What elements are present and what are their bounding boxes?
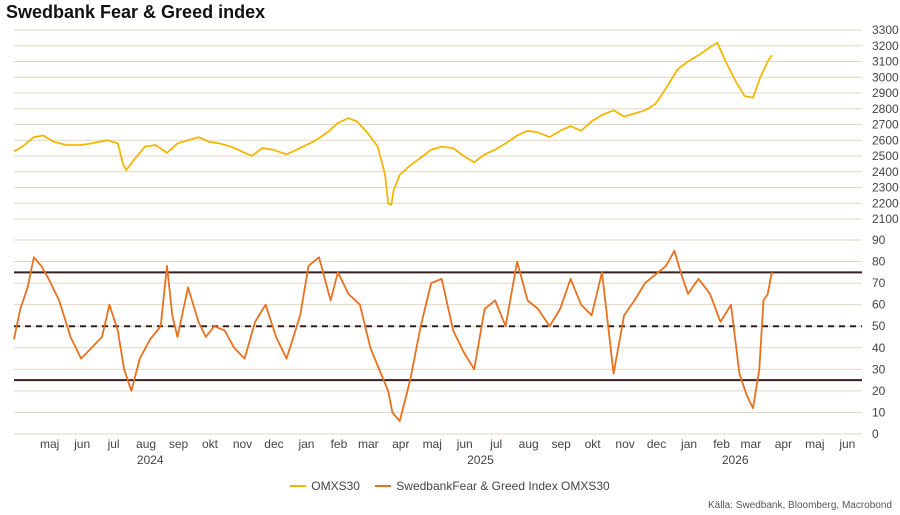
x-month-label: maj: [805, 437, 824, 451]
series-line-fear-greed: [13, 249, 773, 423]
x-month-label: sep: [169, 437, 189, 451]
x-tick-labels: maj jun jul aug sep okt nov dec jan feb mar apr maj j…: [40, 437, 855, 467]
bottom-y-tick-label: 80: [872, 255, 886, 269]
bottom-y-tick-label: 70: [872, 276, 886, 290]
x-month-label: maj: [40, 437, 59, 451]
x-month-label: aug: [519, 437, 539, 451]
x-month-label: maj: [423, 437, 442, 451]
top-y-tick-label: 3100: [872, 55, 899, 69]
x-month-label: okt: [202, 437, 219, 451]
legend-swatch-fear-greed: [375, 485, 392, 487]
top-y-tick-label: 2200: [872, 196, 899, 210]
x-month-label: jun: [73, 437, 90, 451]
x-month-label: apr: [392, 437, 409, 451]
top-y-tick-label: 2900: [872, 86, 899, 100]
bottom-y-tick-label: 0: [872, 427, 879, 441]
top-y-tick-label: 2300: [872, 181, 899, 195]
x-month-label: mar: [741, 437, 762, 451]
top-grid: [14, 29, 862, 220]
bottom-y-tick-label: 60: [872, 298, 886, 312]
bottom-y-tick-label: 40: [872, 341, 886, 355]
top-y-tick-label: 2800: [872, 102, 899, 116]
top-y-tick-label: 3200: [872, 39, 899, 53]
x-month-label: mar: [358, 437, 379, 451]
source-note: Källa: Swedbank, Bloomberg, Macrobond: [708, 500, 892, 511]
top-y-tick-label: 3000: [872, 70, 899, 84]
x-month-label: feb: [713, 437, 730, 451]
x-month-label: sep: [551, 437, 571, 451]
y-tick-labels: 2100220023002400250026002700280029003000…: [872, 23, 899, 441]
x-month-label: aug: [136, 437, 156, 451]
bottom-y-tick-label: 20: [872, 384, 886, 398]
series-line-omxs30: [13, 41, 773, 206]
x-month-label: dec: [647, 437, 666, 451]
x-month-label: dec: [264, 437, 283, 451]
reference-lines: [14, 271, 862, 382]
x-month-label: jan: [680, 437, 697, 451]
x-month-label: jun: [456, 437, 473, 451]
bottom-y-tick-label: 50: [872, 319, 886, 333]
x-month-label: jul: [489, 437, 502, 451]
legend: OMXS30 SwedbankFear & Greed Index OMXS30: [0, 476, 900, 493]
top-y-tick-label: 2100: [872, 212, 899, 226]
x-month-label: apr: [775, 437, 792, 451]
x-month-label: nov: [233, 437, 252, 451]
legend-label-omxs30: OMXS30: [311, 479, 360, 493]
x-month-label: feb: [331, 437, 348, 451]
series-lines: [13, 41, 773, 423]
chart-title: Swedbank Fear & Greed index: [6, 2, 266, 22]
top-y-tick-label: 2500: [872, 149, 899, 163]
bottom-y-tick-label: 30: [872, 362, 886, 376]
bottom-y-tick-label: 10: [872, 405, 886, 419]
x-month-label: jul: [107, 437, 120, 451]
legend-item-omxs30: OMXS30: [290, 479, 360, 493]
top-y-tick-label: 3300: [872, 23, 899, 37]
x-month-label: nov: [615, 437, 634, 451]
top-y-tick-label: 2700: [872, 118, 899, 132]
x-year-label: 2024: [137, 453, 164, 467]
legend-item-fear-greed: SwedbankFear & Greed Index OMXS30: [375, 479, 610, 493]
x-year-label: 2025: [467, 453, 494, 467]
x-month-label: jan: [297, 437, 314, 451]
legend-label-fear-greed: SwedbankFear & Greed Index OMXS30: [396, 479, 610, 493]
x-month-label: jun: [838, 437, 855, 451]
top-y-tick-label: 2400: [872, 165, 899, 179]
legend-swatch-omxs30: [290, 485, 307, 487]
bottom-y-tick-label: 90: [872, 233, 886, 247]
x-year-label: 2026: [722, 453, 749, 467]
x-month-label: okt: [585, 437, 602, 451]
top-y-tick-label: 2600: [872, 133, 899, 147]
